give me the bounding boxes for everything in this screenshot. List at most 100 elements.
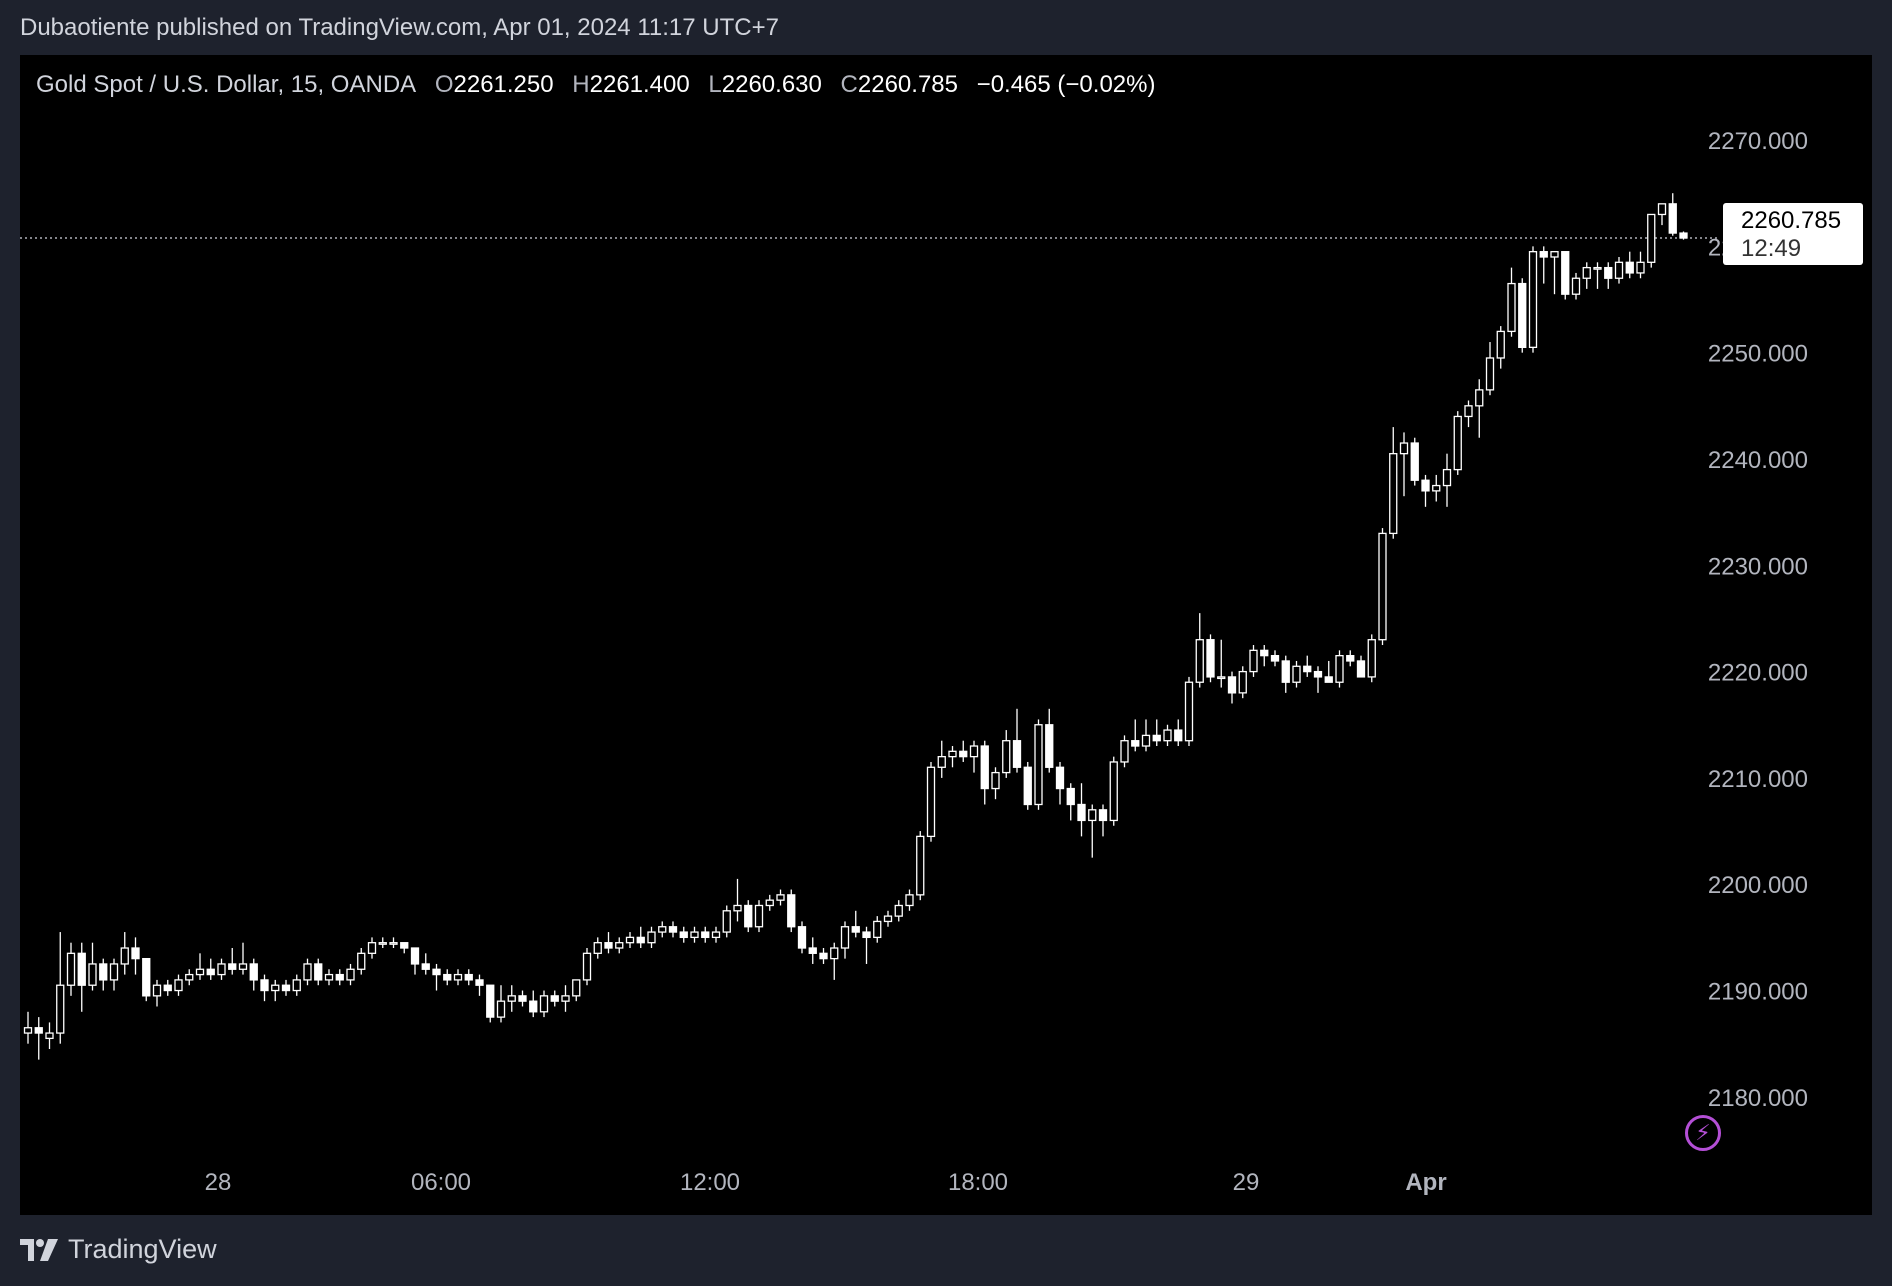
candle-body — [34, 1027, 43, 1034]
close-value: 2260.785 — [857, 71, 958, 98]
candle-body — [1292, 665, 1301, 683]
candle-body — [1066, 787, 1075, 806]
candle-body — [1346, 655, 1355, 662]
candle-body — [1335, 655, 1344, 683]
high-label: H — [572, 71, 590, 98]
candle-body — [1614, 261, 1624, 279]
candle-body — [1647, 213, 1656, 263]
candle-body — [357, 952, 366, 970]
candle-body — [1281, 660, 1290, 683]
tradingview-brand-text: TradingView — [68, 1234, 217, 1264]
candle-body — [464, 973, 473, 981]
candle-body — [1475, 389, 1484, 407]
candle-body — [174, 979, 183, 992]
candle-body — [1389, 453, 1398, 535]
candle-body — [185, 973, 194, 981]
candle-body — [152, 984, 162, 997]
candle-body — [1206, 639, 1215, 678]
candle-body — [314, 963, 323, 981]
tradingview-brand[interactable]: TradingView — [20, 1234, 217, 1265]
candle-body — [926, 766, 936, 838]
close-label: C — [840, 71, 858, 98]
x-tick-label: 18:00 — [948, 1169, 1008, 1196]
candle-body — [636, 936, 645, 944]
bar-countdown: 12:49 — [1741, 235, 1802, 262]
y-tick-label: 2230.000 — [1708, 553, 1808, 580]
candle-body — [432, 968, 441, 976]
candle-body — [443, 973, 452, 981]
candle-body — [862, 931, 871, 939]
last-price-value: 2260.785 — [1741, 207, 1842, 234]
candle-body — [1195, 639, 1204, 683]
candle-body — [335, 973, 344, 981]
candle-body — [496, 1000, 506, 1018]
candle-body — [937, 756, 946, 768]
candlestick-chart[interactable]: 2270.0002260.0002250.0002240.0002230.000… — [20, 55, 1872, 1215]
candle-body — [45, 1032, 54, 1040]
candle-body — [647, 931, 656, 944]
candle-body — [754, 904, 764, 928]
candle-body — [1593, 266, 1602, 270]
candle-body — [744, 904, 753, 928]
candle-body — [238, 963, 248, 970]
candle-body — [1539, 251, 1548, 258]
candle-body — [378, 942, 387, 945]
candle-body — [475, 979, 484, 986]
low-value: 2260.630 — [721, 71, 822, 98]
candle-body — [453, 973, 463, 981]
candle-body — [1324, 676, 1333, 683]
candle-body — [131, 947, 140, 960]
lightning-bolt-icon[interactable]: ⚡ — [1685, 1115, 1721, 1151]
candle-body — [1120, 740, 1129, 763]
candle-body — [593, 942, 602, 954]
candle-body — [56, 984, 65, 1034]
candle-body — [1485, 357, 1495, 391]
candle-body — [99, 963, 108, 981]
chart-panel[interactable]: 2270.0002260.0002250.0002240.0002230.000… — [20, 55, 1872, 1215]
candle-body — [1227, 676, 1237, 694]
candle-body — [303, 963, 312, 981]
y-tick-label: 2250.000 — [1708, 341, 1808, 368]
candle-body — [701, 931, 710, 939]
candle-body — [1432, 484, 1441, 492]
candle-body — [518, 995, 527, 1002]
candle-body — [1561, 251, 1570, 295]
candle-body — [228, 963, 237, 970]
candle-body — [894, 904, 903, 917]
candle-body — [733, 904, 742, 912]
candle-body — [1002, 740, 1011, 774]
candle-body — [260, 979, 269, 992]
candle-body — [1217, 676, 1226, 680]
candle-body — [1550, 251, 1559, 258]
candle-body — [1507, 282, 1516, 333]
candle-body — [195, 968, 205, 976]
ohlc-legend: Gold Spot / U.S. Dollar, 15, OANDA O2261… — [36, 71, 1167, 99]
y-tick-label: 2270.000 — [1708, 128, 1808, 155]
open-value: 2261.250 — [453, 71, 554, 98]
candle-body — [1399, 442, 1409, 455]
candle-body — [529, 1000, 538, 1013]
open-label: O — [434, 71, 454, 98]
candle-body — [66, 952, 76, 986]
candle-body — [292, 979, 301, 992]
candle-body — [969, 745, 979, 758]
candle-body — [486, 984, 495, 1018]
candle-body — [1077, 803, 1086, 822]
candle-body — [582, 952, 592, 981]
candle-body — [1410, 442, 1419, 481]
candle-body — [840, 926, 850, 949]
y-tick-label: 2190.000 — [1708, 979, 1808, 1006]
candle-body — [1303, 665, 1312, 673]
candle-body — [711, 931, 721, 939]
candle-body — [389, 942, 398, 945]
candle-body — [324, 973, 334, 981]
candle-body — [808, 947, 817, 954]
candle-body — [77, 952, 86, 986]
candle-body — [1184, 681, 1194, 742]
candle-body — [271, 984, 280, 992]
candle-body — [249, 963, 258, 981]
candle-body — [668, 926, 678, 933]
candle-body — [1571, 277, 1581, 295]
candle-body — [1636, 261, 1645, 274]
candle-body — [163, 984, 172, 992]
